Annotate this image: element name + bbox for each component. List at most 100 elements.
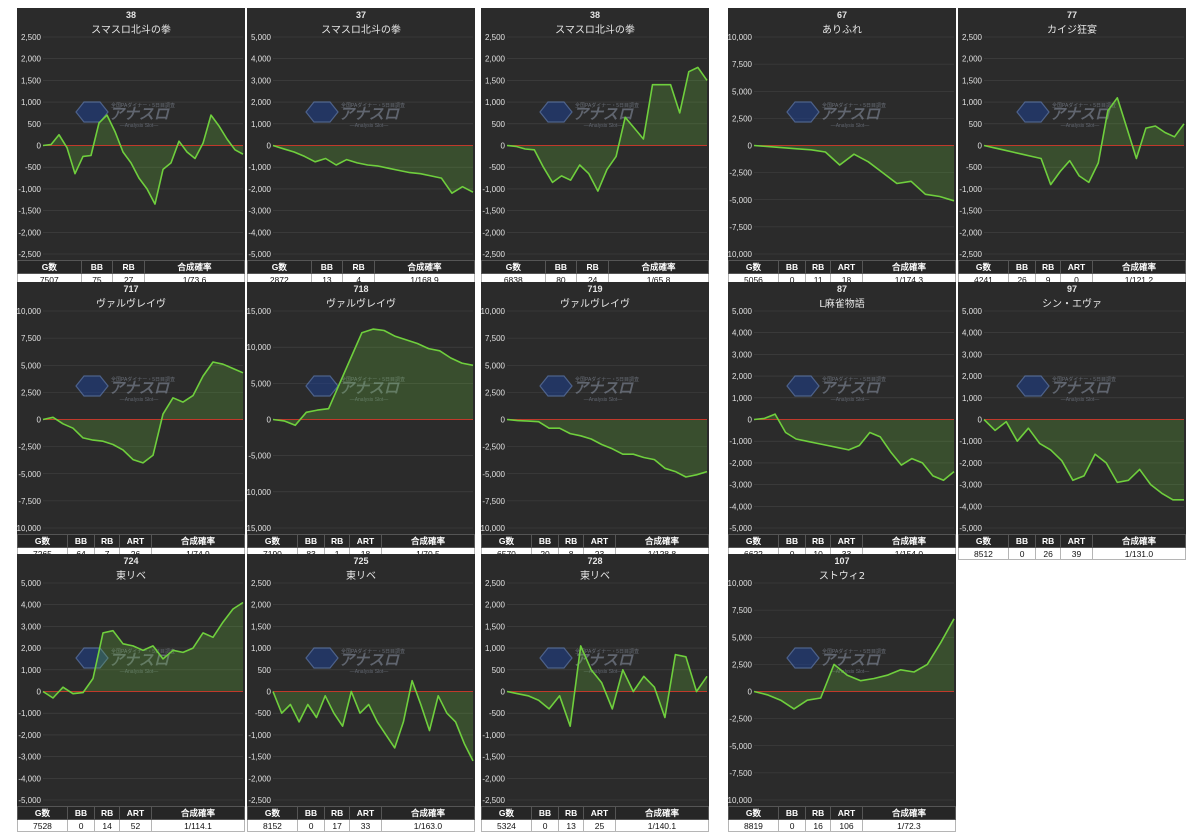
y-tick-label: 1,000 (251, 644, 272, 653)
y-tick-label: -10,000 (728, 250, 753, 259)
machine-card: 5,000 4,000 3,000 2,000 1,000 0 -1,000 -2,000 -3… (958, 282, 1187, 560)
stats-header: BB (310, 260, 344, 274)
y-tick-label: 500 (492, 120, 506, 129)
watermark-tagline: —Analysis Slot— (350, 669, 389, 675)
series-line (506, 418, 708, 478)
stats-header: G数 (481, 534, 532, 548)
stats-value: 1/72.3 (861, 819, 957, 832)
stats-header: 合成確率 (614, 806, 710, 820)
stats-table: G数 BB RB ART 合成確率 8512 0 26 39 1/131.0 (958, 534, 1187, 560)
y-tick-label: -2,000 (482, 774, 505, 783)
watermark-top-text: 全国PAダイナー・5日目調査 (1052, 376, 1116, 383)
y-tick-label: -1,500 (248, 753, 271, 762)
machine-title: ストウィ2 (818, 571, 866, 582)
stats-header: ART (349, 806, 382, 820)
hexagon-logo-icon (786, 101, 820, 123)
y-tick-label: -1,000 (482, 731, 505, 740)
stats-header: 合成確率 (150, 534, 246, 548)
y-tick-label: 1,500 (485, 76, 506, 85)
y-tick-label: 2,500 (485, 579, 506, 588)
y-tick-label: 0 (501, 416, 506, 425)
stats-header: BB (777, 806, 807, 820)
y-tick-label: 5,000 (251, 379, 272, 388)
series-line (42, 601, 244, 699)
chart-panel: 2,500 2,000 1,500 1,000 500 0 -500 -1,000 -1,500… (481, 8, 709, 260)
machine-number: 718 (353, 284, 369, 294)
line-chart: 5,000 4,000 3,000 2,000 1,000 0 -1,000 -2,000 -3… (729, 307, 955, 533)
stats-header: G数 (958, 534, 1009, 548)
watermark-tagline: —Analysis Slot— (584, 397, 623, 403)
watermark-brand: アナスロ (820, 380, 881, 397)
machine-number: 107 (834, 556, 850, 566)
stats-value: 14 (94, 819, 121, 832)
machine-card: 2,500 2,000 1,500 1,000 500 0 -500 -1,000 -1,500… (481, 8, 709, 286)
y-tick-label: -5,000 (729, 196, 752, 205)
stats-header: G数 (17, 260, 82, 274)
y-tick-label: -4,000 (248, 228, 271, 237)
y-tick-label: 10,000 (17, 307, 42, 316)
stats-header: G数 (958, 260, 1009, 274)
y-tick-label: 2,500 (732, 660, 753, 669)
y-tick-label: 5,000 (732, 87, 753, 96)
area-fill (273, 680, 473, 761)
y-tick-label: -2,500 (482, 443, 505, 452)
y-tick-label: -2,500 (248, 796, 271, 805)
y-tick-label: 10,000 (247, 343, 272, 352)
stats-value: 16 (805, 819, 832, 832)
line-chart: 2,500 2,000 1,500 1,000 500 0 -500 -1,000 -1,500… (18, 33, 244, 259)
machine-card: 2,500 2,000 1,500 1,000 500 0 -500 -1,000 -1,500… (247, 554, 476, 832)
machine-card: 2,500 2,000 1,500 1,000 500 0 -500 -1,000 -1,500… (481, 554, 710, 832)
y-tick-label: -2,000 (959, 228, 982, 237)
stats-table: G数 BB RB ART 合成確率 8152 0 17 33 1/163.0 (247, 806, 476, 832)
stats-header: RB (94, 806, 121, 820)
watermark-brand: アナスロ (1050, 380, 1111, 397)
stats-table: G数 BB RB ART 合成確率 5324 0 13 25 1/140.1 (481, 806, 710, 832)
y-tick-label: 2,000 (732, 372, 753, 381)
y-tick-label: 1,000 (21, 98, 42, 107)
machine-number: 97 (1066, 284, 1077, 294)
watermark-brand: アナスロ (820, 106, 881, 123)
stats-header: BB (777, 534, 807, 548)
hexagon-logo-icon (75, 101, 109, 123)
area-fill (507, 419, 707, 477)
watermark-brand: アナスロ (109, 106, 170, 123)
y-tick-label: 2,500 (21, 388, 42, 397)
stats-header: BB (777, 260, 807, 274)
y-tick-label: -2,000 (18, 228, 41, 237)
area-fill (754, 618, 954, 709)
chart-panel: 10,000 7,500 5,000 2,500 0 -2,500 -5,000 -7,500… (17, 282, 245, 534)
y-tick-label: -1,500 (482, 753, 505, 762)
y-tick-label: -5,000 (959, 524, 982, 533)
line-chart: 10,000 7,500 5,000 2,500 0 -2,500 -5,000 -7,500… (728, 579, 955, 805)
chart-panel: 5,000 4,000 3,000 2,000 1,000 0 -1,000 -2,000 -3… (728, 282, 956, 534)
y-tick-label: -7,500 (729, 223, 752, 232)
stats-header: G数 (728, 806, 779, 820)
stats-header: G数 (728, 260, 779, 274)
stats-header: BB (296, 534, 326, 548)
stats-value: 1/114.1 (150, 819, 246, 832)
y-tick-label: -2,000 (18, 731, 41, 740)
y-tick-label: -10,000 (247, 488, 272, 497)
watermark-tagline: —Analysis Slot— (120, 669, 159, 675)
stats-header: G数 (17, 534, 68, 548)
y-tick-label: -1,000 (729, 437, 752, 446)
y-tick-label: -1,500 (959, 207, 982, 216)
stats-value: 1/140.1 (614, 819, 710, 832)
watermark-brand: アナスロ (820, 652, 881, 669)
y-tick-label: -2,000 (959, 459, 982, 468)
stats-value: 5324 (481, 819, 532, 832)
area-fill (984, 419, 1184, 500)
y-tick-label: -5,000 (248, 250, 271, 259)
machine-title: 東リベ (346, 571, 376, 582)
y-tick-label: -3,000 (248, 207, 271, 216)
y-tick-label: -1,000 (18, 709, 41, 718)
y-tick-label: -2,000 (729, 459, 752, 468)
stats-header: ART (583, 806, 616, 820)
y-tick-label: -4,000 (18, 774, 41, 783)
series-line (506, 66, 708, 192)
y-tick-label: 0 (37, 142, 42, 151)
watermark-tagline: —Analysis Slot— (831, 669, 870, 675)
